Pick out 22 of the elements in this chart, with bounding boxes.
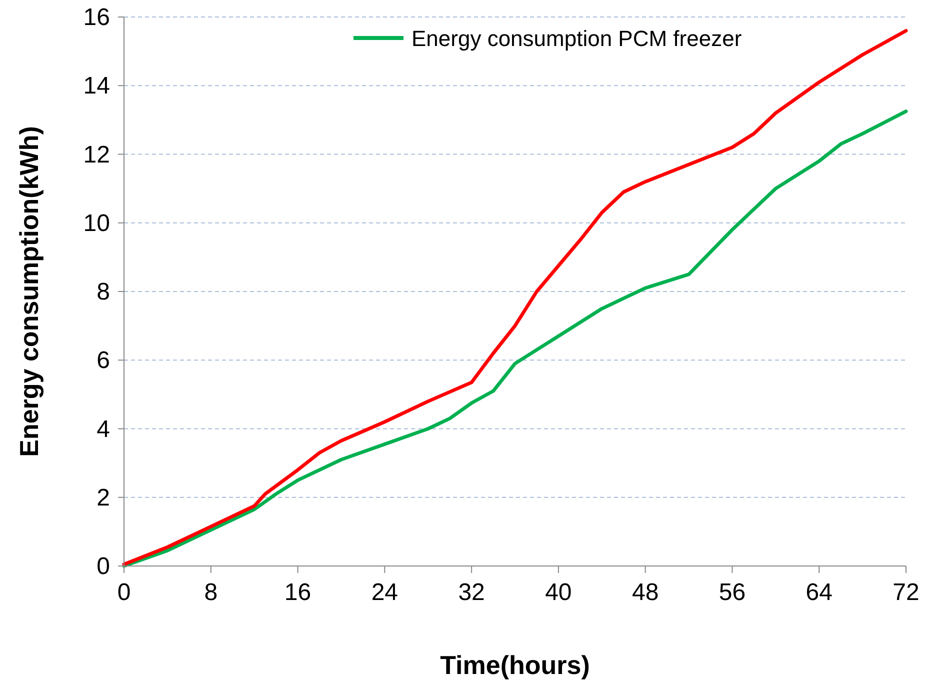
legend-label: Energy consumption PCM freezer [412,26,742,51]
y-tick-label: 2 [96,484,110,512]
x-tick-label: 24 [371,579,398,606]
x-tick-label: 16 [284,579,312,606]
x-tick-label: 64 [806,579,832,606]
y-tick-label: 8 [96,278,110,306]
y-tick-label: 6 [96,347,110,374]
x-axis-title: Time(hours) [440,650,590,680]
x-tick-label: 48 [632,579,659,606]
x-tick-label: 8 [204,579,218,606]
y-tick-label: 10 [83,210,110,237]
y-axis-title: Energy consumption(kWh) [14,126,44,457]
x-tick-label: 72 [892,579,920,606]
y-tick-label: 0 [96,553,110,580]
y-tick-label: 14 [83,72,110,100]
x-tick-label: 32 [458,579,485,606]
y-tick-label: 12 [83,141,110,168]
x-tick-label: 56 [718,579,746,606]
x-tick-label: 40 [545,579,572,606]
y-tick-label: 16 [83,4,110,31]
x-tick-label: 0 [117,579,131,606]
y-tick-label: 4 [96,416,110,443]
